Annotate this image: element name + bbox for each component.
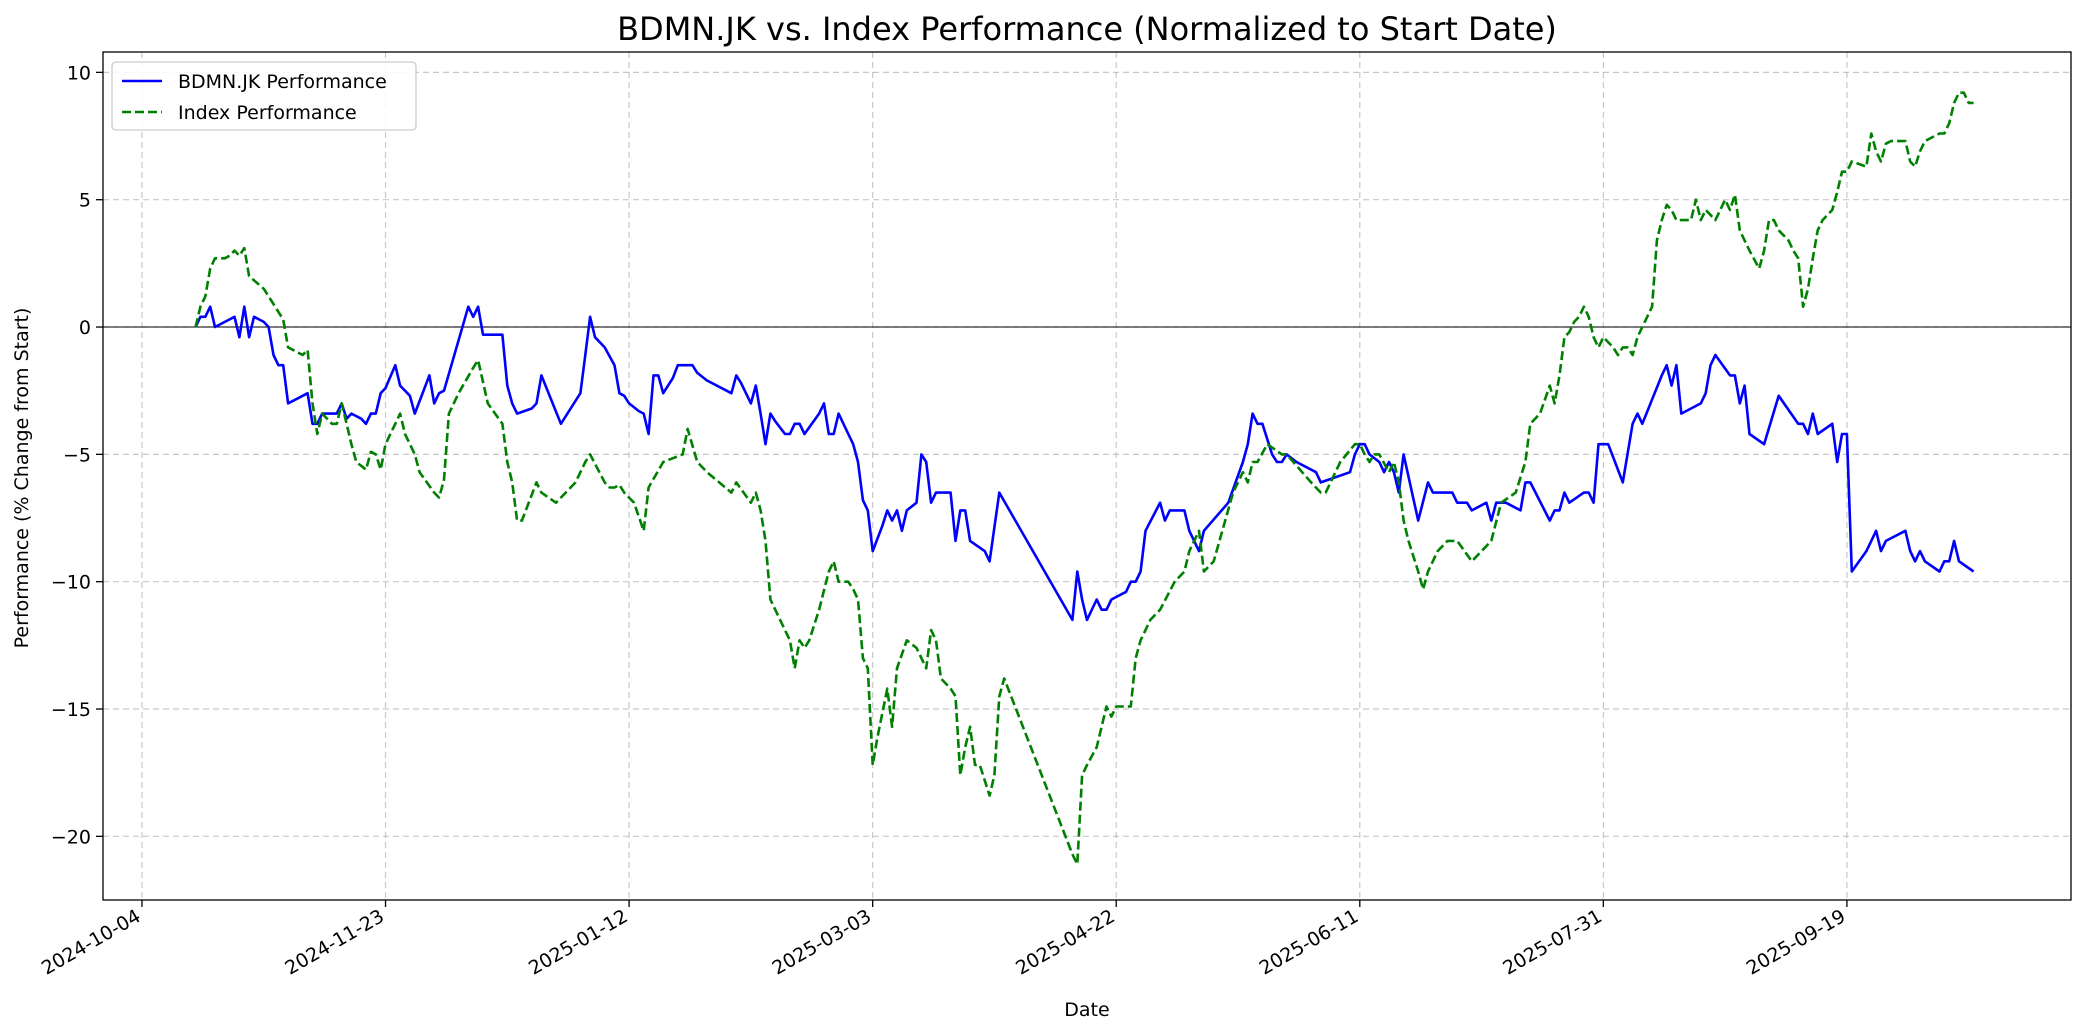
legend: BDMN.JK Performance Index Performance (111, 61, 417, 131)
plot-frame (102, 51, 2072, 901)
y-tick-label: 0 (79, 317, 91, 339)
y-tick-label: 5 (79, 190, 91, 212)
series-line-bdmn (194, 305, 1975, 622)
legend-label-index: Index Performance (178, 102, 357, 124)
y-axis-label: Performance (% Change from Start) (11, 308, 33, 649)
chart-title: BDMN.JK vs. Index Performance (Normalize… (617, 10, 1557, 48)
x-axis-label: Date (1064, 999, 1109, 1021)
y-tick-label: −20 (51, 826, 91, 848)
legend-box (111, 61, 417, 131)
legend-label-bdmn: BDMN.JK Performance (178, 71, 387, 93)
y-tick-label: 10 (67, 62, 91, 84)
y-axis-ticks: −20 −15 −10 −5 0 5 10 (51, 62, 103, 848)
y-tick-label: −5 (63, 444, 91, 466)
series-layer (194, 91, 1975, 866)
series-line-index (194, 91, 1974, 866)
y-tick-label: −10 (51, 572, 91, 594)
y-tick-label: −15 (51, 699, 91, 721)
